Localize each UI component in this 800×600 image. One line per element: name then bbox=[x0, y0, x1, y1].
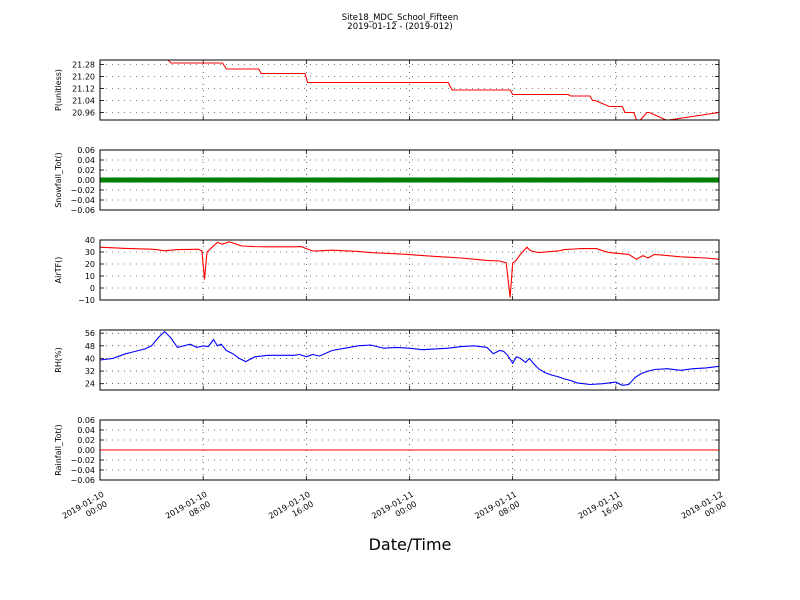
y-tick-label: −0.06 bbox=[70, 206, 95, 215]
y-tick-label: 20.96 bbox=[72, 109, 95, 118]
y-tick-label: −0.02 bbox=[70, 456, 95, 465]
series-line bbox=[167, 60, 719, 120]
series-markers bbox=[100, 177, 719, 183]
y-tick-label: 21.20 bbox=[72, 73, 95, 82]
y-tick-label: 48 bbox=[85, 342, 95, 351]
y-tick-label: 32 bbox=[85, 367, 95, 376]
panel-3: 40 30 20 10 0 −10 AirTF() bbox=[54, 236, 720, 305]
series-line bbox=[100, 241, 719, 298]
plot-frame bbox=[99, 329, 720, 391]
plot-frame bbox=[99, 149, 720, 211]
y-axis-label: AirTF() bbox=[54, 257, 63, 284]
y-tick-label: 21.04 bbox=[72, 97, 95, 106]
series-line bbox=[100, 330, 719, 386]
y-tick-label: −0.04 bbox=[70, 466, 95, 475]
figure-title-line2: 2019-01-12 - (2019-012) bbox=[347, 22, 452, 32]
y-tick-label: 20 bbox=[85, 260, 95, 269]
plot-frame bbox=[99, 59, 720, 121]
panels: 21.28 21.20 21.12 21.04 20.96 P(unitless) 0.06… bbox=[54, 59, 728, 521]
y-tick-label: 0.02 bbox=[77, 436, 95, 445]
y-tick-label: 0.06 bbox=[77, 416, 95, 425]
panel-4: 56 48 40 32 24 RH(%) bbox=[54, 329, 720, 391]
y-tick-label: 0.04 bbox=[77, 156, 95, 165]
plot-frame bbox=[99, 419, 720, 481]
y-tick-label: 21.28 bbox=[72, 61, 95, 70]
y-tick-label: 56 bbox=[85, 329, 95, 338]
y-axis-label: RH(%) bbox=[54, 347, 63, 372]
x-axis-label: Date/Time bbox=[369, 535, 452, 554]
y-tick-label: −10 bbox=[78, 296, 95, 305]
y-tick-label: 10 bbox=[85, 272, 95, 281]
y-tick-label: −0.02 bbox=[70, 186, 95, 195]
y-tick-label: 0 bbox=[90, 284, 95, 293]
panel-1: 21.28 21.20 21.12 21.04 20.96 P(unitless) bbox=[54, 59, 720, 121]
y-tick-label: −0.04 bbox=[70, 196, 95, 205]
panel-2: 0.060.040.020.00−0.02−0.04−0.06 Snowfall_… bbox=[54, 146, 720, 215]
y-tick-label: 30 bbox=[85, 248, 95, 257]
panel-5: 0.060.040.020.00−0.02−0.04−0.06 Rainfall_… bbox=[54, 416, 720, 485]
y-tick-label: 40 bbox=[85, 354, 95, 363]
y-tick-label: 0.00 bbox=[77, 176, 95, 185]
y-tick-label: 0.06 bbox=[77, 146, 95, 155]
y-tick-label: 40 bbox=[85, 236, 95, 245]
plot-frame bbox=[99, 239, 720, 301]
data-point bbox=[716, 177, 719, 183]
y-tick-label: 0.02 bbox=[77, 166, 95, 175]
y-tick-label: 21.12 bbox=[72, 85, 95, 94]
y-axis-label: P(unitless) bbox=[54, 69, 63, 111]
y-axis-label: Snowfall_Tot() bbox=[54, 152, 63, 208]
y-tick-label: −0.06 bbox=[70, 476, 95, 485]
y-tick-label: 0.04 bbox=[77, 426, 95, 435]
figure-title-line1: Site18_MDC_School_Fifteen bbox=[342, 13, 459, 23]
y-tick-label: 0.00 bbox=[77, 446, 95, 455]
y-tick-label: 24 bbox=[85, 380, 95, 389]
y-axis-label: Rainfall_Tot() bbox=[54, 424, 63, 476]
